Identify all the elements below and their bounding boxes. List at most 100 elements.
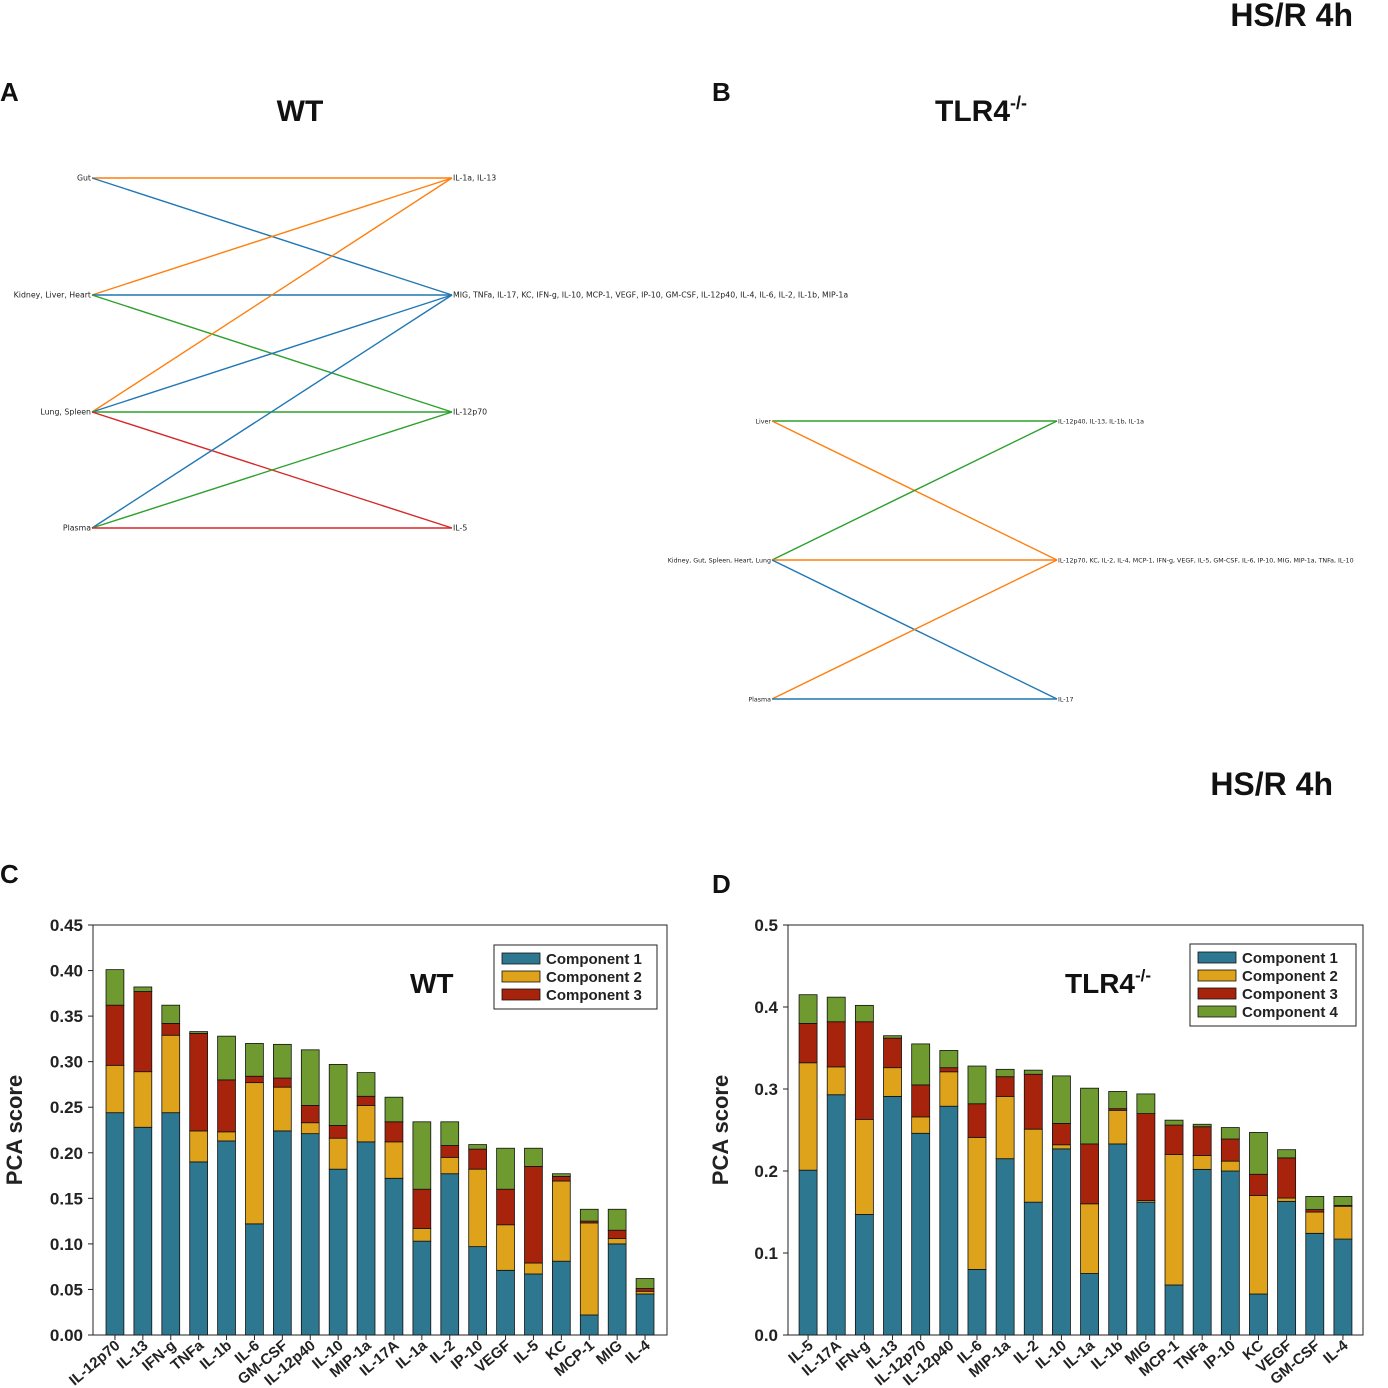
chart-c-legend-swatch-3 (501, 988, 541, 1001)
network-b-edge-2 (771, 420, 1058, 561)
chart-c-bar-MIG-s1 (607, 1243, 627, 1336)
chart-c-ytick-label-6: 0.30 (50, 1053, 83, 1072)
chart-d-bar-IL-13-s1 (883, 1095, 902, 1336)
network-a-right-node-2: IL-12p70 (453, 408, 487, 417)
chart-c-xtick-label-19: IL-4 (622, 1337, 654, 1368)
chart-d-bar-IFN-g-s4 (854, 1004, 874, 1023)
chart-c-bar-IFN-g-s3 (161, 1023, 181, 1036)
chart-c-bar-IL-1a-s3 (412, 1188, 432, 1229)
chart-d-bar-IL-4-s4 (1333, 1196, 1353, 1206)
chart-c-bar-MIG-s4 (607, 1208, 627, 1231)
chart-c-bar-IL-4-s1 (635, 1293, 655, 1336)
chart-d-xtick-label-19: IL-4 (1320, 1337, 1352, 1368)
chart-d-legend-label-2: Component 2 (1242, 968, 1338, 985)
chart-d-bar-IL-13-s4 (883, 1035, 902, 1039)
chart-c-bar-KC-s1 (552, 1260, 571, 1336)
network-a-edge-6 (91, 294, 453, 413)
chart-c-bar-MIP-1a-s1 (356, 1141, 376, 1336)
chart-d-bar-IL-17A-s3 (826, 1021, 846, 1068)
network-b-left-node-2: Plasma (748, 697, 771, 704)
chart-d-bar-IL-2-s3 (1023, 1073, 1043, 1130)
chart-c-bar-IL-1b-s3 (217, 1079, 236, 1133)
chart-d-bar-KC-s3 (1249, 1173, 1268, 1197)
chart-d-bar-IL-12p70-s3 (911, 1084, 931, 1118)
chart-d-bar-VEGF-s1 (1277, 1200, 1297, 1336)
panel-letter-b: B (712, 77, 731, 107)
network-b-edge-5 (771, 559, 1058, 700)
chart-d-bar-KC-s2 (1249, 1195, 1268, 1295)
network-a-left-node-3: Plasma (63, 524, 91, 533)
chart-c-bar-IFN-g-s2 (161, 1034, 181, 1114)
chart-d-legend-swatch-3 (1197, 987, 1237, 1000)
chart-d-bar-VEGF-s3 (1277, 1157, 1297, 1199)
chart-c-bar-IL-12p40-s3 (300, 1105, 320, 1124)
chart-d-ytick-label-1: 0.1 (754, 1244, 778, 1263)
chart-c-xtick-label-15: IL-5 (511, 1337, 542, 1367)
chart-d-bar-IL-12p70-s1 (911, 1132, 931, 1336)
chart-d-bar-IL-12p40-s4 (939, 1050, 959, 1069)
chart-d-bar-IL-12p70-s4 (911, 1043, 931, 1086)
chart-c-bar-VEGF-s3 (496, 1188, 515, 1226)
network-a-right-node-1: MIG, TNFa, IL-17, KC, IFN-g, IL-10, MCP-… (453, 291, 848, 300)
network-b-right-node-0: IL-12p40, IL-13, IL-1b, IL-1a (1058, 419, 1144, 426)
chart-d-bar-MCP-1-s4 (1164, 1119, 1184, 1126)
chart-d-legend-label-3: Component 3 (1242, 986, 1338, 1003)
chart-c-ytick-label-2: 0.10 (50, 1235, 83, 1254)
chart-c-xtick-label-18: MIG (593, 1337, 626, 1368)
chart-d-bar-KC-s1 (1249, 1293, 1268, 1336)
chart-c-ytick-label-3: 0.15 (50, 1189, 83, 1208)
chart-c-bar-VEGF-s4 (496, 1147, 515, 1190)
chart-c-bar-MIP-1a-s3 (356, 1095, 376, 1106)
chart-c-bar-IL-1a-s1 (412, 1240, 432, 1336)
chart-c-bar-IL-6-s3 (245, 1075, 264, 1084)
chart-c-bar-IL-13-s4 (133, 986, 153, 992)
chart-c-legend-label-1: Component 1 (546, 951, 642, 968)
network-b-title-main: TLR4 (935, 95, 1010, 128)
chart-d-bar-IL-5-s3 (798, 1023, 818, 1064)
header-bottom: HS/R 4h (1210, 766, 1333, 802)
chart-c-title: WT (410, 968, 454, 999)
chart-c-bar-KC-s3 (552, 1176, 571, 1182)
chart-d-bar-IL-10-s3 (1052, 1123, 1071, 1146)
network-a-edge-2 (91, 177, 453, 296)
chart-d-bar-IL-2-s4 (1023, 1069, 1043, 1075)
chart-c-legend-label-3: Component 3 (546, 987, 642, 1004)
network-a-right-node-3: IL-5 (453, 524, 467, 533)
chart-c-bar-IP-10-s1 (468, 1246, 487, 1336)
header-top: HS/R 4h (1230, 0, 1353, 33)
network-b-right-node-1: IL-12p70, KC, IL-2, IL-4, MCP-1, IFN-g, … (1058, 558, 1354, 565)
chart-d-bar-IL-17A-s1 (826, 1094, 846, 1336)
chart-d-bar-IL-5-s4 (798, 994, 818, 1024)
chart-c-bar-IP-10-s4 (468, 1144, 487, 1150)
network-b-title: TLR4-/- (935, 93, 1027, 128)
panel-letter-c: C (0, 859, 19, 889)
chart-c-bar-IL-12p40-s4 (300, 1049, 320, 1106)
chart-c-bar-IL-5-s1 (524, 1273, 543, 1336)
chart-c-xtick-label-11: IL-1a (393, 1337, 431, 1373)
chart-c-ytick-label-1: 0.05 (50, 1280, 83, 1299)
chart-d-bar-IL-6-s3 (967, 1103, 987, 1138)
chart-c-ytick-label-5: 0.25 (50, 1098, 83, 1117)
chart-d-legend-swatch-4 (1197, 1005, 1237, 1018)
chart-d-bar-IL-4-s2 (1333, 1205, 1353, 1240)
chart-d-bar-IL-6-s2 (967, 1136, 987, 1270)
chart-d-title: TLR4-/- (1065, 966, 1151, 999)
chart-d-bar-IP-10-s3 (1220, 1138, 1240, 1162)
chart-d-bar-IL-17A-s4 (826, 996, 846, 1023)
chart-c-bar-IL-1b-s2 (217, 1131, 236, 1142)
chart-c-bar-MIP-1a-s4 (356, 1072, 376, 1097)
network-a-title: WT (277, 95, 324, 128)
chart-d-bar-IP-10-s2 (1220, 1160, 1240, 1172)
chart-d-bar-IL-13-s2 (883, 1067, 902, 1097)
chart-d-title-main: TLR4 (1065, 968, 1135, 999)
chart-d-ytick-label-5: 0.5 (754, 916, 778, 935)
chart-c-bar-IFN-g-s4 (161, 1004, 181, 1024)
chart-c-legend-swatch-2 (501, 970, 541, 983)
chart-d-bar-IL-6-s4 (967, 1065, 987, 1105)
network-b-left-node-0: Liver (756, 419, 772, 426)
chart-d-bar-MCP-1-s2 (1164, 1154, 1184, 1286)
chart-d-legend-swatch-2 (1197, 969, 1237, 982)
chart-d-bar-IL-1b-s4 (1108, 1091, 1128, 1110)
network-a-left-node-2: Lung, Spleen (40, 408, 91, 417)
